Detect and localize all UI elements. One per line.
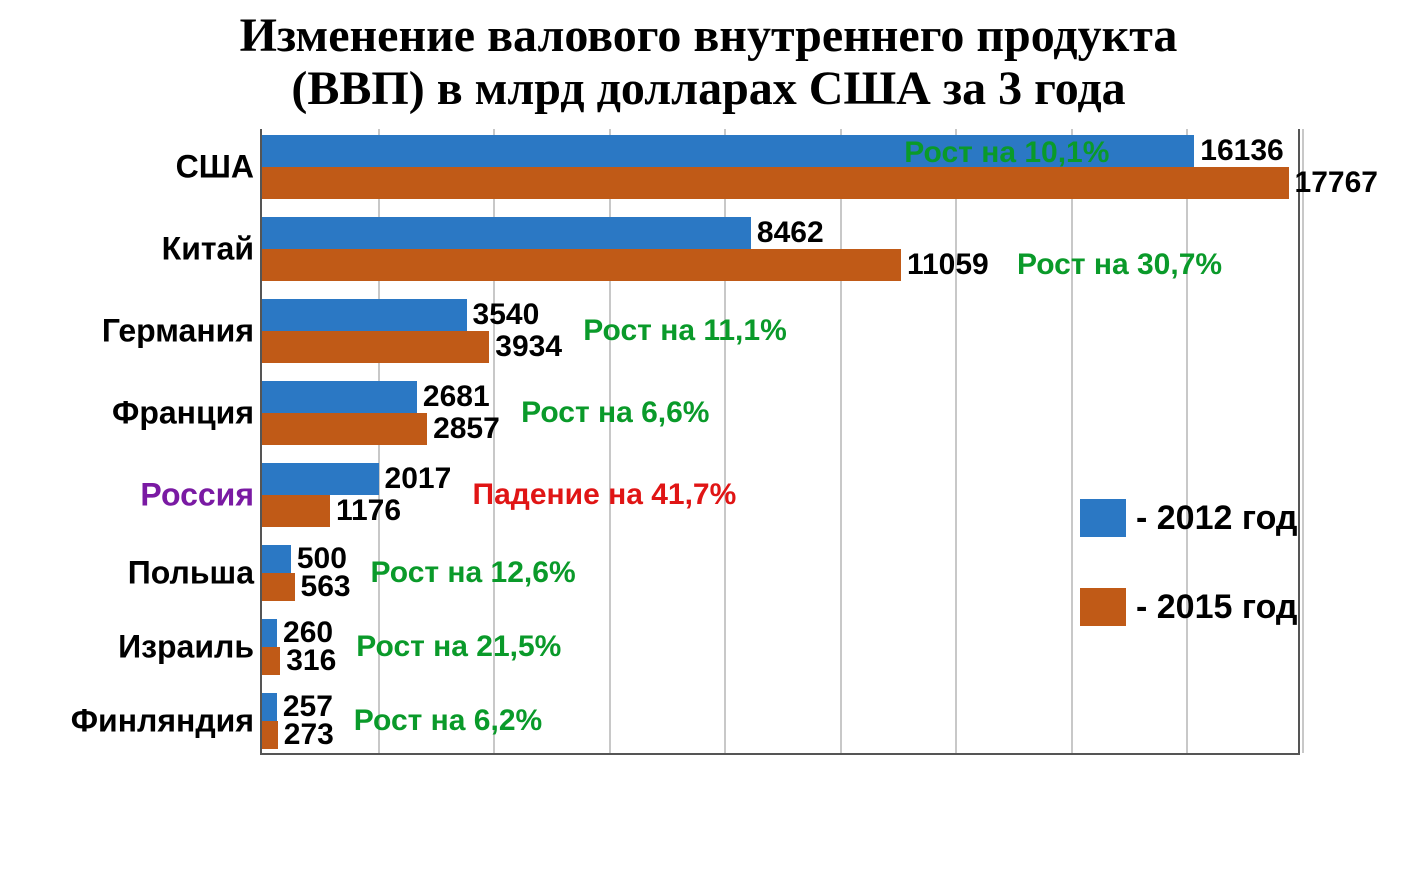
- country-row: США1613617767Рост на 10,1%: [262, 135, 1298, 199]
- title-line1: Изменение валового внутреннего продукта: [240, 9, 1178, 62]
- legend-item: - 2012 год: [1080, 499, 1297, 538]
- value-2012: 2017: [385, 464, 452, 494]
- chart-title: Изменение валового внутреннего продукта …: [0, 0, 1417, 121]
- bar-2012: [262, 463, 379, 495]
- value-2015: 11059: [907, 250, 989, 280]
- legend-label: - 2012 год: [1136, 499, 1297, 538]
- legend-item: - 2015 год: [1080, 588, 1297, 627]
- country-label: США: [176, 148, 254, 185]
- value-2015: 316: [286, 646, 336, 676]
- bar-2012: [262, 619, 277, 647]
- legend-label: - 2015 год: [1136, 588, 1297, 627]
- title-line2: (ВВП) в млрд долларах США за 3 года: [291, 62, 1125, 115]
- country-label: Польша: [128, 554, 254, 591]
- bar-2012: [262, 693, 277, 721]
- bar-2012: [262, 217, 751, 249]
- bar-2015: [262, 647, 280, 675]
- country-label: Китай: [162, 230, 254, 267]
- legend-swatch: [1080, 588, 1126, 626]
- value-2015: 17767: [1295, 168, 1378, 198]
- change-label: Рост на 6,2%: [354, 706, 542, 736]
- bar-2015: [262, 413, 427, 445]
- value-2012: 2681: [423, 382, 490, 412]
- country-row: Франция26812857Рост на 6,6%: [262, 381, 1298, 445]
- bar-2015: [262, 167, 1289, 199]
- gridline: [1302, 129, 1304, 753]
- change-label: Рост на 10,1%: [904, 138, 1109, 168]
- bar-2012: [262, 545, 291, 573]
- change-label: Рост на 11,1%: [583, 316, 786, 346]
- change-label: Рост на 30,7%: [1017, 250, 1222, 280]
- change-label: Рост на 12,6%: [371, 558, 576, 588]
- value-2012: 3540: [473, 300, 540, 330]
- bar-2015: [262, 331, 489, 363]
- bar-2015: [262, 573, 295, 601]
- value-2012: 16136: [1200, 136, 1283, 166]
- bar-2015: [262, 249, 901, 281]
- legend-swatch: [1080, 499, 1126, 537]
- value-2012: 8462: [757, 218, 824, 248]
- bar-2015: [262, 495, 330, 527]
- country-label: Германия: [102, 312, 254, 349]
- change-label: Рост на 6,6%: [521, 398, 709, 428]
- change-label: Падение на 41,7%: [473, 480, 737, 510]
- value-2015: 563: [301, 572, 351, 602]
- change-label: Рост на 21,5%: [356, 632, 561, 662]
- value-2015: 2857: [433, 414, 500, 444]
- value-2015: 1176: [336, 496, 401, 526]
- country-row: Китай846211059Рост на 30,7%: [262, 217, 1298, 281]
- value-2015: 273: [284, 720, 334, 750]
- country-row: Германия35403934Рост на 11,1%: [262, 299, 1298, 363]
- bar-2015: [262, 721, 278, 749]
- country-label: Израиль: [118, 628, 254, 665]
- country-label: Россия: [140, 476, 254, 513]
- bar-2012: [262, 299, 467, 331]
- country-row: Финляндия257273Рост на 6,2%: [262, 693, 1298, 749]
- value-2015: 3934: [495, 332, 562, 362]
- legend: - 2012 год - 2015 год: [1080, 499, 1297, 677]
- country-label: Франция: [112, 394, 254, 431]
- bar-2012: [262, 381, 417, 413]
- country-label: Финляндия: [71, 702, 254, 739]
- chart-container: США1613617767Рост на 10,1%Китай846211059…: [0, 129, 1417, 755]
